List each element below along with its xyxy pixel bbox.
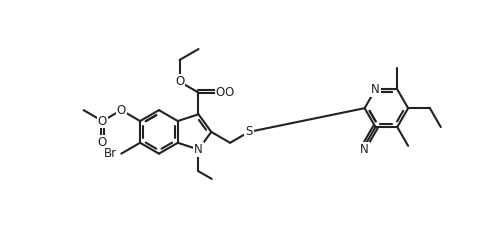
Text: Br: Br bbox=[104, 147, 117, 160]
Text: N: N bbox=[371, 83, 380, 96]
Text: O: O bbox=[98, 139, 107, 152]
Text: N: N bbox=[194, 143, 203, 156]
Text: N: N bbox=[360, 143, 369, 156]
Text: O: O bbox=[216, 86, 225, 99]
Text: O: O bbox=[224, 86, 233, 99]
Text: O: O bbox=[98, 115, 107, 127]
Text: O: O bbox=[175, 75, 184, 88]
Text: S: S bbox=[245, 125, 253, 138]
Text: O: O bbox=[117, 104, 126, 117]
Text: Br: Br bbox=[104, 147, 117, 160]
Text: O: O bbox=[117, 104, 126, 117]
Text: S: S bbox=[245, 125, 253, 138]
Text: N: N bbox=[194, 143, 203, 156]
Text: O: O bbox=[98, 136, 107, 149]
Text: N: N bbox=[371, 83, 380, 96]
Text: O: O bbox=[175, 75, 184, 88]
Text: N: N bbox=[360, 143, 369, 156]
